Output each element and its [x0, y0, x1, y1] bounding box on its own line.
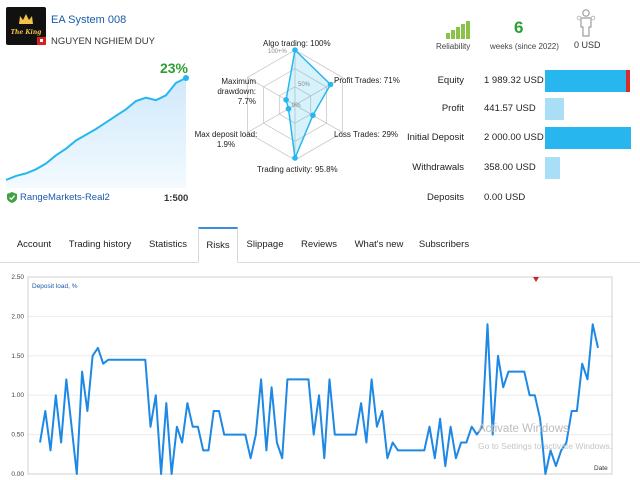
subscribers-value: 0 USD	[574, 40, 601, 50]
country-flag-icon	[37, 37, 46, 45]
stat-bar	[545, 70, 630, 92]
trader-avatar[interactable]: The King	[6, 7, 46, 45]
radar-point	[292, 47, 298, 53]
radar-axis	[294, 77, 343, 106]
stat-label: Initial Deposit	[406, 132, 464, 143]
growth-value: 23%	[159, 60, 188, 76]
stat-label: Deposits	[427, 192, 464, 203]
broker-server[interactable]: RangeMarkets-Real2	[7, 192, 110, 203]
radar-point	[310, 112, 316, 119]
radar-ring-label: 50%	[298, 82, 311, 88]
logo-text: The King	[10, 29, 42, 36]
radar-axis	[294, 104, 343, 133]
activation-watermark-title: Activate Windows	[478, 423, 569, 435]
stat-label: Profit	[441, 103, 464, 114]
reliability-label: Reliability	[436, 42, 471, 51]
y-tick-label: 0.50	[11, 432, 24, 439]
radar-ring-label: 100+%	[268, 49, 288, 55]
tab-slippage[interactable]: Slippage	[246, 239, 284, 250]
tab-trading-history[interactable]: Trading history	[68, 239, 132, 250]
radar-point	[327, 81, 334, 88]
radar-label-algo: Algo trading: 100%	[263, 39, 331, 48]
stat-bar	[545, 127, 631, 149]
system-title[interactable]: EA System 008	[51, 14, 127, 26]
stat-row-equity: Equity 1 989.32 USD	[400, 70, 640, 92]
stat-row-withdrawals: Withdrawals 358.00 USD	[400, 157, 640, 179]
broker-name: RangeMarkets-Real2	[20, 192, 110, 203]
deposit-load-chart: 0.00 0.50 1.00 1.50 2.00 2.50 Deposit load, %…	[11, 274, 613, 478]
growth-chart	[5, 75, 189, 188]
deposit-load-line	[39, 323, 599, 475]
radar-label-max-drawdown: Maximum drawdown: 7.7%	[217, 77, 256, 106]
y-tick-label: 1.00	[11, 392, 24, 399]
risk-radar-chart: 100+% 50% 0%	[247, 47, 343, 161]
stat-row-profit: Profit 441.57 USD	[400, 98, 640, 120]
growth-endpoint	[183, 75, 189, 81]
tab-account[interactable]: Account	[16, 239, 52, 250]
y-tick-label: 1.50	[11, 353, 24, 360]
radar-label-loss-trades: Loss Trades: 29%	[334, 130, 399, 139]
event-marker-icon	[533, 277, 539, 282]
radar-point	[292, 155, 298, 161]
stat-label: Withdrawals	[412, 162, 464, 173]
growth-line	[5, 77, 187, 181]
tab-whats-new[interactable]: What's new	[354, 239, 404, 250]
radar-label-activity: Trading activity: 95.8%	[257, 165, 338, 174]
stat-bar	[545, 157, 560, 179]
stat-row-deposits: Deposits 0.00 USD	[400, 187, 640, 209]
tab-bar: Account Trading history Statistics Risks…	[0, 227, 640, 263]
stat-value: 1 989.32 USD	[484, 75, 544, 86]
radar-label-max-deposit-load: Max deposit load: 1.9%	[194, 130, 258, 149]
verified-shield-icon	[7, 192, 17, 203]
stat-row-initial-deposit: Initial Deposit 2 000.00 USD	[400, 127, 640, 149]
weeks-value: 6	[514, 18, 524, 37]
weeks-label: weeks (since 2022)	[490, 42, 559, 51]
stat-label: Equity	[437, 75, 464, 86]
y-tick-label: 0.00	[11, 471, 24, 478]
series-legend-label: Deposit load, %	[32, 283, 78, 290]
radar-label-profit-trades: Profit Trades: 71%	[334, 76, 400, 85]
subscribers-icon	[576, 9, 596, 37]
tab-reviews[interactable]: Reviews	[301, 239, 337, 250]
radar-point	[283, 97, 289, 103]
stat-value: 0.00 USD	[484, 192, 526, 203]
stat-bar	[545, 98, 564, 120]
leverage-value: 1:500	[164, 193, 189, 204]
radar-point	[285, 106, 292, 112]
stat-value: 358.00 USD	[484, 162, 536, 173]
y-tick-label: 2.50	[11, 274, 24, 281]
reliability-bars-icon	[446, 21, 470, 39]
tab-risks[interactable]: Risks	[198, 227, 238, 263]
activation-watermark-hint: Go to Settings to activate Windows.	[478, 441, 613, 451]
tab-statistics[interactable]: Statistics	[148, 239, 187, 250]
tab-subscribers[interactable]: Subscribers	[418, 239, 470, 250]
owner-name[interactable]: NGUYEN NGHIEM DUY	[51, 36, 155, 47]
current-marker	[626, 70, 630, 92]
x-axis-label: Date	[594, 465, 608, 472]
radar-ring-label: 0%	[292, 103, 301, 109]
stat-value: 441.57 USD	[484, 103, 536, 114]
crown-icon	[19, 14, 33, 24]
y-tick-label: 2.00	[11, 313, 24, 320]
chart-frame	[27, 276, 613, 475]
stat-value: 2 000.00 USD	[484, 132, 544, 143]
